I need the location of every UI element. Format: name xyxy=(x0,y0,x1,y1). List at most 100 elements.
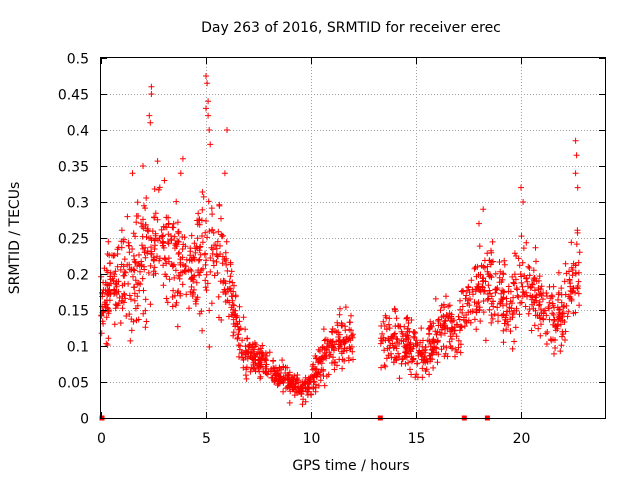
data-point-outlier xyxy=(179,155,186,162)
axis-ticks: 0 0.05 0.1 0.15 0.2 0.25 0.3 0.35 0.4 0.45 0.5 0 5 10… xyxy=(58,52,605,447)
data-point xyxy=(100,320,107,327)
data-point xyxy=(441,318,448,325)
data-point xyxy=(437,307,444,314)
data-point xyxy=(247,341,253,348)
data-point xyxy=(174,219,181,226)
data-point xyxy=(114,263,121,270)
data-point xyxy=(480,298,487,304)
data-point xyxy=(130,318,137,325)
data-point xyxy=(564,313,571,320)
data-point xyxy=(430,337,437,344)
data-point xyxy=(210,229,217,236)
data-point xyxy=(333,329,340,336)
data-point xyxy=(287,380,294,387)
data-point xyxy=(458,323,464,330)
data-point xyxy=(111,288,118,294)
data-point xyxy=(557,348,564,355)
data-point xyxy=(475,281,482,287)
data-point xyxy=(340,348,347,354)
data-point xyxy=(142,205,149,212)
data-point xyxy=(249,355,256,362)
data-point xyxy=(151,214,158,221)
data-point xyxy=(453,333,460,340)
data-point xyxy=(132,233,139,240)
data-point xyxy=(560,304,567,310)
data-point xyxy=(403,332,409,338)
data-point xyxy=(346,319,353,326)
data-point xyxy=(544,329,551,335)
data-point xyxy=(195,269,201,276)
data-point xyxy=(195,257,202,264)
data-point xyxy=(302,374,309,381)
data-point xyxy=(454,322,461,328)
data-point xyxy=(454,349,460,355)
data-point xyxy=(342,304,349,311)
data-point xyxy=(348,332,355,339)
data-point xyxy=(530,276,537,283)
data-point xyxy=(455,313,462,320)
data-point xyxy=(512,276,519,283)
data-point xyxy=(514,286,521,293)
data-point xyxy=(506,304,513,311)
data-point xyxy=(550,283,557,290)
data-point xyxy=(315,346,322,353)
data-point xyxy=(502,316,509,323)
data-point xyxy=(467,296,473,302)
data-point-outlier xyxy=(480,206,487,213)
data-point xyxy=(393,354,400,361)
data-point xyxy=(382,337,389,344)
data-point xyxy=(227,288,234,295)
data-point xyxy=(473,306,480,313)
data-point-outlier xyxy=(572,137,579,144)
data-point xyxy=(224,297,231,304)
data-point xyxy=(257,375,264,382)
data-point xyxy=(386,325,393,332)
data-point xyxy=(457,306,464,313)
data-point xyxy=(562,337,568,343)
data-point xyxy=(392,330,398,337)
y-axis-title: SRMTID / TECUs xyxy=(7,182,23,295)
data-point xyxy=(488,319,495,326)
data-point xyxy=(137,268,143,275)
data-point xyxy=(492,289,499,296)
data-point xyxy=(435,317,441,324)
data-point xyxy=(348,312,354,319)
data-point xyxy=(158,226,165,233)
data-point xyxy=(341,345,348,352)
data-point xyxy=(511,250,518,257)
data-point xyxy=(126,311,133,318)
data-point xyxy=(304,384,311,391)
data-point xyxy=(400,338,407,345)
data-point xyxy=(101,265,108,272)
data-point xyxy=(225,313,232,320)
data-point xyxy=(399,330,406,337)
data-point xyxy=(151,264,158,271)
data-point xyxy=(443,344,450,351)
data-point xyxy=(204,234,211,241)
data-point xyxy=(224,267,231,274)
data-point xyxy=(231,311,238,318)
data-point xyxy=(536,273,543,280)
y-tick-label: 0.5 xyxy=(67,52,89,68)
data-point xyxy=(392,323,399,330)
data-point xyxy=(206,228,213,235)
data-point xyxy=(381,347,388,354)
data-point xyxy=(407,366,413,373)
data-point xyxy=(202,229,209,236)
data-point xyxy=(279,357,286,364)
data-point xyxy=(117,320,124,326)
data-point xyxy=(170,287,177,294)
data-point xyxy=(432,295,439,302)
data-point xyxy=(396,353,403,360)
data-point xyxy=(131,290,138,297)
data-point xyxy=(175,238,182,245)
data-point xyxy=(393,315,400,322)
x-tick-label: 5 xyxy=(202,431,211,447)
data-point xyxy=(490,298,497,305)
data-point xyxy=(549,310,556,317)
data-point xyxy=(558,342,565,349)
data-point-outlier xyxy=(518,184,524,191)
data-point xyxy=(448,336,455,342)
data-point xyxy=(441,320,448,327)
data-point-outlier xyxy=(207,141,214,148)
